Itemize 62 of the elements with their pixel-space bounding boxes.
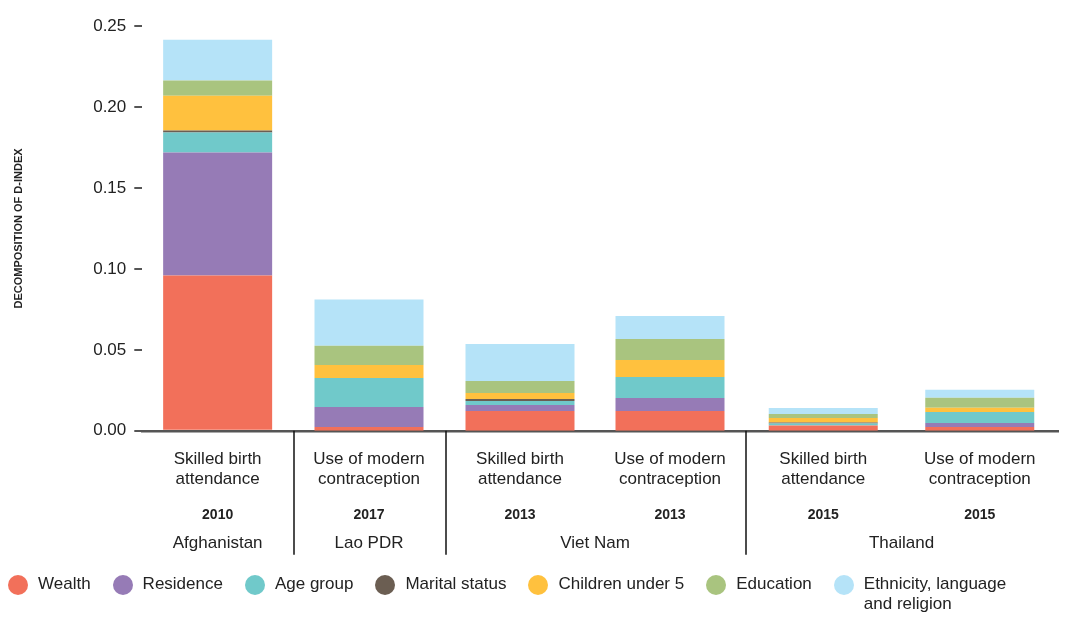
bar xyxy=(768,418,878,423)
bar xyxy=(615,377,725,399)
bar xyxy=(163,95,273,131)
legend-label: Marital status xyxy=(405,574,507,594)
y-tick-label: 0.25 xyxy=(93,15,127,35)
y-tick-label: 0.15 xyxy=(93,177,127,197)
legend-label: Age group xyxy=(274,574,354,594)
bar xyxy=(314,407,424,428)
bar xyxy=(615,339,725,361)
bar xyxy=(314,377,424,408)
bar xyxy=(163,152,273,276)
bar xyxy=(615,398,725,412)
legend-label: Wealth xyxy=(38,574,91,594)
bar xyxy=(465,343,575,382)
bar xyxy=(925,407,1035,412)
bar xyxy=(163,275,273,430)
bar xyxy=(925,422,1035,428)
bar xyxy=(314,345,424,365)
x-tick-label: Use of modern contraception xyxy=(924,448,1036,489)
bar xyxy=(768,425,878,431)
bar xyxy=(465,411,575,431)
bar xyxy=(314,364,424,378)
y-tick-label: 0.00 xyxy=(93,420,127,440)
x-axis-title: Afghanistan xyxy=(172,533,263,553)
x-tick-label: Skilled birth attendance xyxy=(476,448,564,489)
text: 2010 xyxy=(202,505,234,522)
bar xyxy=(163,132,273,153)
bar xyxy=(465,401,575,406)
x-axis-title: Lao PDR xyxy=(334,533,404,553)
legend-label: Children under 5 xyxy=(558,574,685,594)
bar xyxy=(925,411,1035,423)
x-axis-title: Thailand xyxy=(868,533,935,553)
y-tick-label: 0.20 xyxy=(93,96,127,116)
bar xyxy=(615,315,725,340)
text: 2015 xyxy=(807,505,840,522)
bar xyxy=(768,408,878,415)
bar xyxy=(615,411,725,431)
text: 2017 xyxy=(353,505,385,522)
bar xyxy=(465,393,575,400)
legend-label: Residence xyxy=(142,574,223,594)
bar xyxy=(768,414,878,419)
bar xyxy=(465,405,575,412)
bar xyxy=(163,39,273,81)
legend-label: Ethnicity, language and religion xyxy=(863,574,1008,614)
text: 2013 xyxy=(654,505,686,522)
x-tick-label: Use of modern contraception xyxy=(614,448,726,489)
bar xyxy=(163,80,273,96)
bar xyxy=(615,360,725,378)
text: 2015 xyxy=(964,505,996,522)
bar xyxy=(925,397,1035,408)
bar xyxy=(314,299,424,346)
x-tick-label: Skilled birth attendance xyxy=(779,448,868,489)
x-tick-label: Skilled birth attendance xyxy=(173,448,262,489)
bar xyxy=(465,381,575,394)
legend-label: Education xyxy=(736,574,812,594)
y-tick-label: 0.05 xyxy=(93,339,127,359)
x-axis-title: Viet Nam xyxy=(560,533,630,553)
bar xyxy=(925,389,1035,398)
x-tick-label: Use of modern contraception xyxy=(313,448,425,489)
y-tick-label: 0.10 xyxy=(93,258,127,278)
text: 2013 xyxy=(504,505,536,522)
y-axis-title: DECOMPOSITION OF D-INDEX xyxy=(11,147,24,309)
